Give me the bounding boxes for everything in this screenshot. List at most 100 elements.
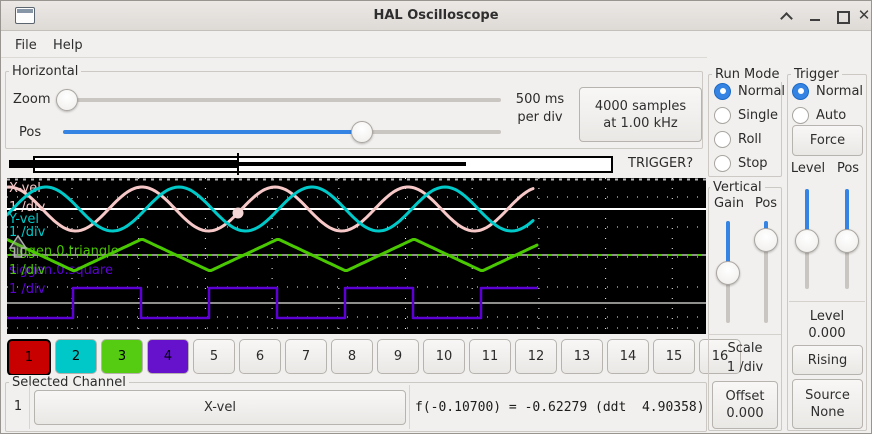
- vertical-scale-label: Scale: [727, 341, 763, 356]
- vertical-group-label: Vertical: [710, 180, 765, 195]
- chevron-up-icon: [780, 12, 793, 25]
- channel-position-arrow-icon: [8, 234, 28, 258]
- cursor-readout: f(-0.10700) = -0.62279 (ddt 4.90358): [415, 400, 705, 415]
- channel-button-12[interactable]: 12: [515, 339, 557, 374]
- record-filled-thick: [35, 160, 238, 168]
- shade-button[interactable]: [778, 9, 794, 25]
- vertical-pos-label: Pos: [754, 196, 778, 211]
- trigger-edge-button[interactable]: Rising: [792, 345, 863, 375]
- run-mode-option-normal[interactable]: Normal: [714, 79, 785, 103]
- samples-button[interactable]: 4000 samples at 1.00 kHz: [579, 87, 702, 142]
- pos-slider-handle[interactable]: [350, 121, 373, 143]
- waveform-canvas: [7, 178, 706, 334]
- channel-button-9[interactable]: 9: [377, 339, 419, 374]
- channel-button-2[interactable]: 2: [55, 339, 97, 374]
- run-mode-option-label: Stop: [738, 155, 768, 171]
- zoom-slider-label: Zoom: [13, 92, 51, 107]
- time-per-div: 500 ms per div: [506, 91, 574, 127]
- minimize-icon: [810, 19, 820, 21]
- vertical-offset-button[interactable]: Offset 0.000: [712, 381, 778, 429]
- trigger-option-normal[interactable]: Normal: [792, 79, 863, 103]
- pos-slider-fill: [63, 130, 361, 134]
- run-mode-group-label: Run Mode: [712, 67, 783, 82]
- vertical-offset-line1: Offset: [725, 389, 765, 404]
- trigger-option-auto[interactable]: Auto: [792, 103, 863, 127]
- scope-channel-label: siggen.0.square: [9, 263, 113, 278]
- vertical-scale-value: 1 /div: [726, 360, 764, 375]
- trigger-group-label: Trigger: [791, 67, 842, 82]
- horizontal-zoom-slider[interactable]: [55, 89, 501, 111]
- run-mode-option-label: Single: [738, 107, 778, 123]
- channel-button-4[interactable]: 4: [147, 339, 189, 374]
- trigger-level-slider[interactable]: [795, 189, 819, 289]
- close-button[interactable]: ✕: [856, 6, 871, 24]
- samples-line1: 4000 samples: [594, 98, 687, 114]
- run-mode-option-single[interactable]: Single: [714, 103, 785, 127]
- trigger-pos-handle[interactable]: [835, 229, 859, 253]
- vertical-gain-slider[interactable]: [716, 221, 740, 323]
- run-mode-option-stop[interactable]: Stop: [714, 151, 785, 175]
- force-trigger-button[interactable]: Force: [792, 125, 863, 156]
- radio-icon[interactable]: [714, 130, 731, 148]
- scope-channel-label: 1 /div: [9, 225, 46, 240]
- trigger-level-handle[interactable]: [795, 229, 819, 253]
- waveform-trace-1: [7, 185, 535, 233]
- channel-source-button[interactable]: X-vel: [34, 390, 406, 425]
- vertical-gain-label: Gain: [714, 196, 744, 211]
- radio-icon[interactable]: [714, 106, 731, 124]
- scope-display[interactable]: X-vel 1 /div Y-vel 1 /div siggen.0.triangle s…: [7, 178, 706, 334]
- vertical-pos-handle[interactable]: [754, 228, 778, 253]
- waveform-trace-2: [7, 238, 539, 272]
- channel-button-1[interactable]: 1: [7, 339, 51, 376]
- channel-button-13[interactable]: 13: [561, 339, 603, 374]
- channel-button-10[interactable]: 10: [423, 339, 465, 374]
- minimize-button[interactable]: [807, 9, 823, 23]
- vertical-gain-handle[interactable]: [716, 261, 740, 285]
- selected-channel-number: 1: [13, 399, 23, 414]
- trigger-level-fill: [805, 189, 809, 240]
- radio-icon[interactable]: [792, 82, 809, 100]
- channel-button-7[interactable]: 7: [285, 339, 327, 374]
- radio-icon[interactable]: [714, 82, 731, 100]
- radio-icon[interactable]: [714, 154, 731, 172]
- channel-button-6[interactable]: 6: [239, 339, 281, 374]
- maximize-button[interactable]: [834, 9, 850, 24]
- channel-button-11[interactable]: 11: [469, 339, 511, 374]
- trigger-source-line1: Source: [805, 388, 850, 403]
- vertical-offset-line2: 0.000: [726, 406, 764, 421]
- trigger-point-marker: [232, 207, 244, 219]
- menu-file[interactable]: File: [15, 38, 37, 53]
- vertical-pos-slider[interactable]: [754, 221, 778, 323]
- trigger-pos-slider[interactable]: [835, 189, 859, 289]
- run-mode-option-label: Roll: [738, 131, 762, 147]
- horizontal-group: [5, 71, 703, 149]
- trigger-source-button[interactable]: Source None: [792, 379, 863, 429]
- channel-button-row: 1 2 3 4 5 6 7 8 9 10 11 12 13 14 15 16: [7, 339, 741, 376]
- channel-button-14[interactable]: 14: [607, 339, 649, 374]
- run-mode-option-roll[interactable]: Roll: [714, 127, 785, 151]
- titlebar: HAL Oscilloscope ✕: [1, 1, 871, 31]
- scope-channel-label: Y-vel: [9, 212, 40, 227]
- zoom-slider-handle[interactable]: [55, 89, 78, 111]
- samples-line2: at 1.00 kHz: [603, 115, 678, 131]
- radio-icon[interactable]: [792, 106, 809, 124]
- menu-help[interactable]: Help: [53, 38, 83, 53]
- horizontal-pos-slider[interactable]: [63, 121, 501, 143]
- menubar-divider: [1, 57, 707, 58]
- divider: [29, 385, 30, 429]
- selected-channel-group: [5, 382, 707, 432]
- vertical-gain-fill: [726, 221, 730, 272]
- channel-button-15[interactable]: 15: [653, 339, 695, 374]
- trigger-level-label: Level: [809, 309, 845, 324]
- trigger-position-tick: [237, 153, 239, 175]
- trigger-pos-fill: [845, 189, 849, 240]
- channel-button-8[interactable]: 8: [331, 339, 373, 374]
- channel-button-5[interactable]: 5: [193, 339, 235, 374]
- trigger-level-value: 0.000: [808, 326, 846, 341]
- channel-button-3[interactable]: 3: [101, 339, 143, 374]
- scope-channel-label: 1 /div: [9, 263, 46, 278]
- app-icon[interactable]: [15, 7, 35, 24]
- channel-button-16[interactable]: 16: [699, 339, 741, 374]
- time-per-div-line2: per div: [517, 110, 563, 125]
